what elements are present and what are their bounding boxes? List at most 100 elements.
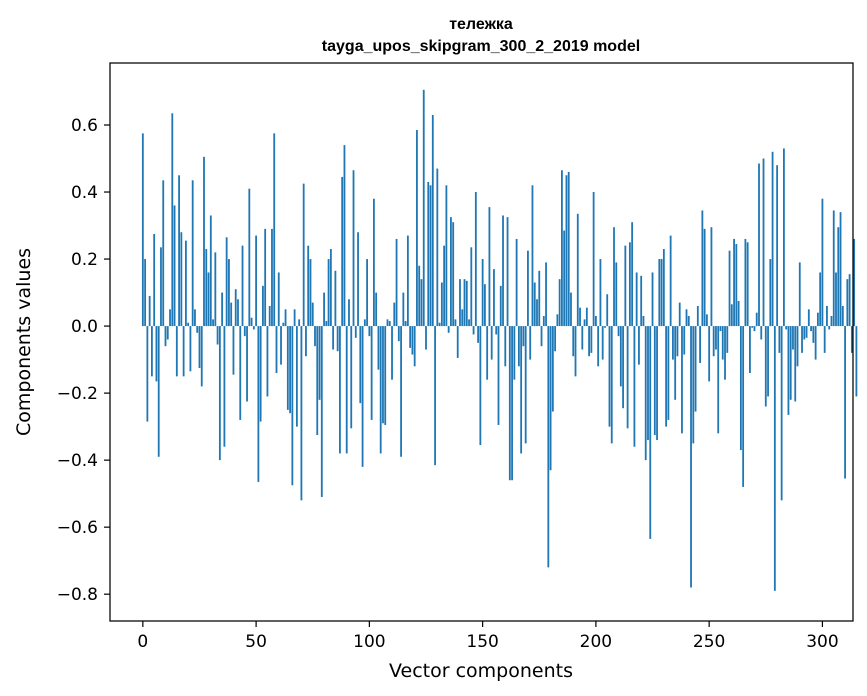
bar [773, 326, 776, 591]
y-axis-label: Components values [13, 248, 35, 436]
bar [742, 326, 745, 487]
x-axis-ticks: 0 50 100 150 200 250 300 [137, 621, 839, 652]
bar [717, 326, 720, 434]
bar [576, 213, 579, 327]
bar [230, 302, 233, 327]
bar [574, 326, 577, 377]
bar [252, 326, 255, 330]
bar [749, 326, 751, 373]
bar [676, 326, 679, 357]
bar [812, 326, 815, 343]
bar [246, 326, 248, 402]
bar [626, 326, 629, 429]
bar [633, 326, 636, 447]
bar [608, 326, 611, 427]
bar [191, 180, 194, 327]
bar [533, 282, 536, 327]
plot-frame [109, 62, 854, 622]
bar [440, 282, 443, 327]
bar [479, 326, 482, 446]
bar [638, 326, 640, 365]
bar [397, 326, 400, 342]
bar [703, 228, 706, 327]
bar [778, 326, 781, 353]
bar [850, 326, 853, 353]
bar [760, 326, 763, 340]
bar [171, 113, 174, 327]
bar [572, 326, 575, 357]
bar [522, 326, 525, 347]
bar [311, 302, 314, 327]
bar [266, 326, 269, 397]
bar [354, 326, 357, 338]
bar [807, 309, 810, 327]
bar [735, 243, 738, 327]
bar [200, 326, 203, 387]
bar [157, 326, 160, 457]
bar [758, 163, 760, 327]
chart-title: тележка [449, 16, 513, 33]
bar [739, 326, 742, 451]
bar [628, 242, 631, 327]
bar [531, 185, 534, 327]
bar [280, 326, 282, 365]
bar [182, 326, 185, 377]
bar [164, 326, 167, 347]
bar [488, 207, 491, 327]
bar [588, 326, 590, 357]
bar [615, 262, 618, 327]
bar [642, 316, 645, 327]
bar [658, 259, 661, 327]
bar [667, 326, 670, 420]
bar [692, 326, 695, 444]
bar [660, 259, 663, 327]
bar [549, 326, 552, 471]
bar [465, 280, 468, 327]
bar [178, 175, 180, 327]
bar [846, 279, 849, 327]
bar [547, 326, 550, 568]
bar [384, 326, 387, 425]
bar [241, 245, 244, 327]
bar [259, 326, 262, 422]
y-tick-label: 0.2 [71, 250, 98, 270]
bar [334, 270, 337, 327]
bar [719, 326, 722, 332]
bar [527, 250, 529, 327]
bar [255, 235, 258, 327]
bar [305, 326, 307, 357]
bar [644, 326, 647, 461]
bar [651, 272, 654, 327]
bar [499, 285, 502, 327]
bar [606, 294, 609, 327]
bar [372, 198, 375, 327]
x-axis-label: Vector components [389, 660, 573, 682]
bar [316, 326, 319, 435]
bar [368, 326, 371, 337]
bar [212, 319, 214, 327]
bar [502, 215, 504, 327]
bar [497, 326, 500, 425]
bar [425, 326, 427, 350]
bar [690, 326, 692, 588]
bar [554, 326, 557, 352]
bar [570, 292, 572, 327]
bar [329, 249, 332, 327]
bar [841, 305, 844, 327]
bar [194, 309, 196, 327]
bar [755, 312, 758, 327]
bar [223, 326, 226, 447]
y-tick-label: 0.6 [71, 116, 98, 136]
bar [379, 326, 382, 454]
bar [343, 145, 346, 327]
bar [214, 252, 217, 327]
bar [302, 183, 305, 327]
bar [585, 307, 588, 327]
bar [724, 326, 726, 380]
bar [454, 319, 457, 327]
bar [794, 326, 797, 402]
bar [431, 114, 434, 327]
bar [511, 326, 513, 481]
bar [493, 269, 495, 327]
bar [622, 326, 624, 409]
